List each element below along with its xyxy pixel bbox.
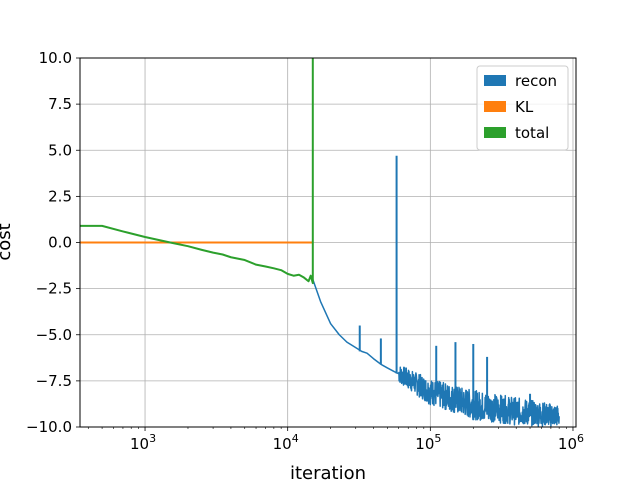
y-tick-label: 2.5	[48, 187, 72, 205]
y-axis-ticks: 10.0 7.5 5.0 2.5 0.0 −2.5 −5.0 −7.5 −10.0	[26, 49, 80, 436]
x-tick-label: 103	[130, 432, 156, 453]
legend-swatch-kl	[484, 101, 506, 112]
y-tick-label: 10.0	[39, 49, 72, 67]
y-tick-label: 7.5	[48, 95, 72, 113]
y-tick-label: −10.0	[26, 418, 72, 436]
legend-label-total: total	[515, 124, 549, 142]
y-tick-label: −2.5	[36, 280, 72, 298]
x-axis-title: iteration	[290, 463, 366, 480]
series-line-recon	[312, 279, 560, 427]
legend-swatch-total	[484, 127, 506, 138]
y-tick-label: −5.0	[36, 326, 72, 344]
y-tick-label: −7.5	[36, 372, 72, 390]
legend-swatch-recon	[484, 75, 506, 86]
legend: recon KL total	[476, 65, 569, 151]
x-tick-label: 106	[558, 432, 584, 453]
plot-lines	[80, 58, 560, 427]
plot-frame	[79, 57, 577, 428]
series-line-total	[80, 58, 314, 285]
y-tick-label: 0.0	[48, 234, 72, 252]
y-axis-title: cost	[0, 223, 15, 260]
x-tick-label: 104	[273, 432, 299, 453]
x-axis-ticks: 103 104 105 106	[87, 427, 584, 453]
legend-label-recon: recon	[515, 72, 557, 90]
legend-label-kl: KL	[515, 98, 534, 116]
x-tick-label: 105	[415, 432, 441, 453]
y-tick-label: 5.0	[48, 141, 72, 159]
